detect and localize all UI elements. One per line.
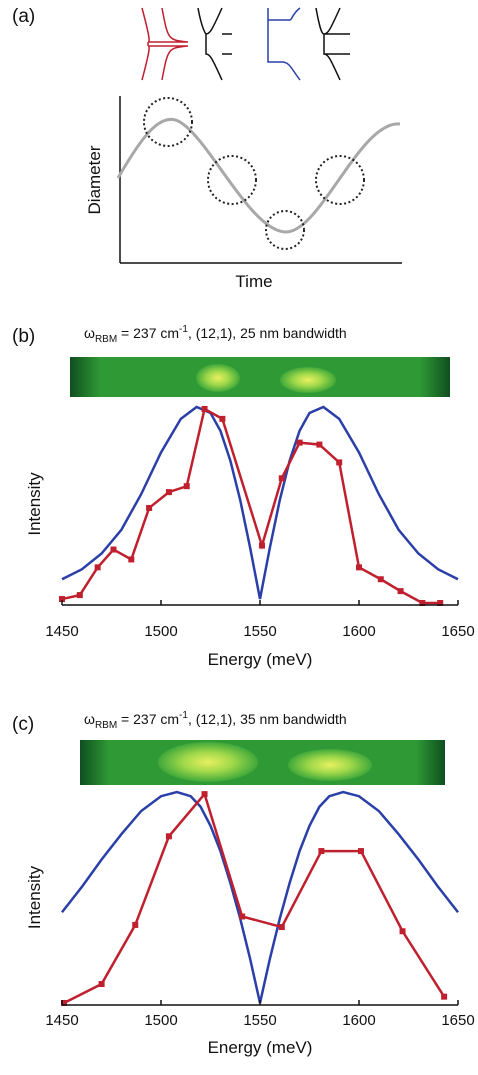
x-tick-label: 1500 xyxy=(144,623,177,640)
series-line xyxy=(61,407,441,605)
title-part: , (12,1), 35 nm bandwidth xyxy=(188,711,347,727)
y-axis-label: Diameter xyxy=(85,145,104,214)
title-part: , (12,1), 25 nm bandwidth xyxy=(188,325,347,341)
marker xyxy=(318,848,325,855)
title-part: = 237 cm xyxy=(117,325,179,341)
marker xyxy=(76,592,83,599)
marker xyxy=(357,848,364,855)
marker xyxy=(146,504,153,511)
marker xyxy=(165,833,172,840)
marker xyxy=(377,576,384,583)
marker xyxy=(399,928,406,935)
panel-label: (a) xyxy=(12,6,35,27)
marker xyxy=(258,542,265,549)
series-line xyxy=(61,405,459,600)
x-tick-label: 1450 xyxy=(45,623,78,640)
marker xyxy=(397,588,404,595)
x-tick-label: 1650 xyxy=(441,1012,474,1029)
x-axis-label: Energy (meV) xyxy=(208,650,313,669)
title-part: -1 xyxy=(179,324,188,335)
title-part: ω xyxy=(84,711,95,727)
title-part: = 237 cm xyxy=(117,711,179,727)
marker xyxy=(98,981,105,988)
panel-label: (b) xyxy=(12,326,35,347)
marker xyxy=(183,483,190,490)
title-part: RBM xyxy=(95,334,117,345)
spectral-map xyxy=(80,740,445,785)
marker xyxy=(219,415,226,422)
marker xyxy=(201,405,208,412)
x-tick-label: 1600 xyxy=(342,1012,375,1029)
series-line xyxy=(61,790,459,1004)
marker xyxy=(316,441,323,448)
x-axis-label: Time xyxy=(235,272,272,291)
marker xyxy=(128,556,135,563)
x-tick-label: 1550 xyxy=(243,1012,276,1029)
marker xyxy=(278,475,285,482)
x-tick-label: 1600 xyxy=(342,623,375,640)
marker xyxy=(60,1000,67,1006)
panel-label: (c) xyxy=(12,714,34,735)
title-part: ω xyxy=(84,325,95,341)
marker xyxy=(201,791,208,798)
marker xyxy=(165,489,172,496)
marker xyxy=(278,924,285,931)
spectral-map xyxy=(70,357,450,397)
chart-title: ωRBM = 237 cm-1, (12,1), 35 nm bandwidth xyxy=(84,710,347,731)
x-tick-label: 1650 xyxy=(441,623,474,640)
marker xyxy=(110,546,117,553)
x-axis-label: Energy (meV) xyxy=(208,1038,313,1057)
marker xyxy=(441,993,448,1000)
y-axis-label: Intensity xyxy=(25,472,44,536)
marker xyxy=(239,913,246,920)
x-tick-label: 1550 xyxy=(243,623,276,640)
x-tick-label: 1450 xyxy=(45,1012,78,1029)
pulse-icons xyxy=(141,7,350,81)
title-part: RBM xyxy=(95,720,117,731)
sine-curve xyxy=(116,117,401,234)
marker xyxy=(419,600,426,606)
marker xyxy=(296,439,303,446)
marker xyxy=(356,564,362,571)
marker xyxy=(336,459,343,466)
marker xyxy=(94,564,101,571)
y-axis-label: Intensity xyxy=(25,865,44,929)
title-part: -1 xyxy=(179,710,188,721)
marker xyxy=(132,921,139,928)
tube-circles xyxy=(143,97,365,250)
marker xyxy=(59,596,65,603)
marker xyxy=(437,600,444,606)
chart-title: ωRBM = 237 cm-1, (12,1), 25 nm bandwidth xyxy=(84,324,347,345)
x-tick-label: 1500 xyxy=(144,1012,177,1029)
